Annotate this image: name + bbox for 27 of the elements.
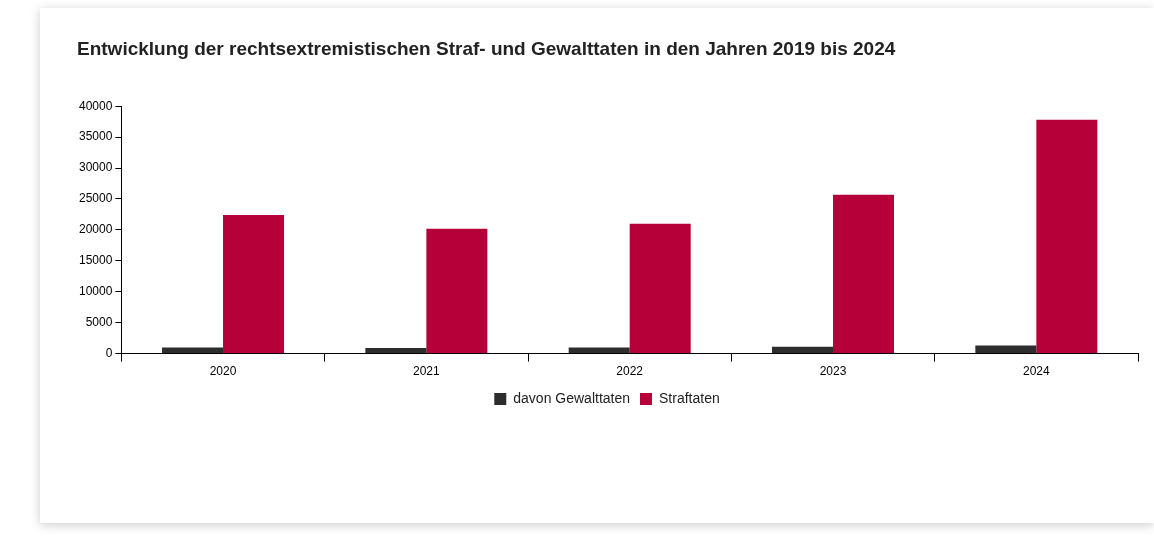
- bar: [365, 348, 427, 354]
- y-tick-label: 20000: [78, 222, 113, 237]
- chart-title: Entwicklung der rechtsextremistischen Straf- und Gewalttaten in den Jahren 2019 bis 2024: [77, 38, 896, 60]
- y-tick-label: 35000: [78, 129, 113, 144]
- bar: [223, 215, 285, 354]
- y-tick-label: 10000: [78, 284, 113, 299]
- x-tick-label: 2021: [413, 364, 441, 379]
- x-tick-label: 2022: [616, 364, 644, 379]
- y-tick-label: 30000: [78, 160, 113, 175]
- bar: [772, 346, 834, 354]
- y-tick-label: 15000: [78, 253, 113, 268]
- bar: [975, 345, 1037, 354]
- legend-label: Straftaten: [659, 389, 720, 406]
- y-tick-label: 40000: [78, 98, 113, 113]
- x-tick-label: 2024: [1022, 364, 1051, 379]
- y-tick-label: 0: [105, 345, 113, 360]
- bar: [629, 223, 691, 354]
- legend-label: davon Gewalttaten: [513, 389, 631, 406]
- bar: [1036, 119, 1098, 354]
- bar: [162, 347, 224, 354]
- bar: [426, 228, 488, 354]
- y-tick-label: 5000: [85, 314, 113, 329]
- bar: [568, 347, 630, 354]
- x-tick-label: 2020: [209, 364, 237, 379]
- x-tick-label: 2023: [819, 364, 847, 379]
- y-tick-label: 25000: [78, 191, 113, 206]
- bar: [833, 194, 895, 354]
